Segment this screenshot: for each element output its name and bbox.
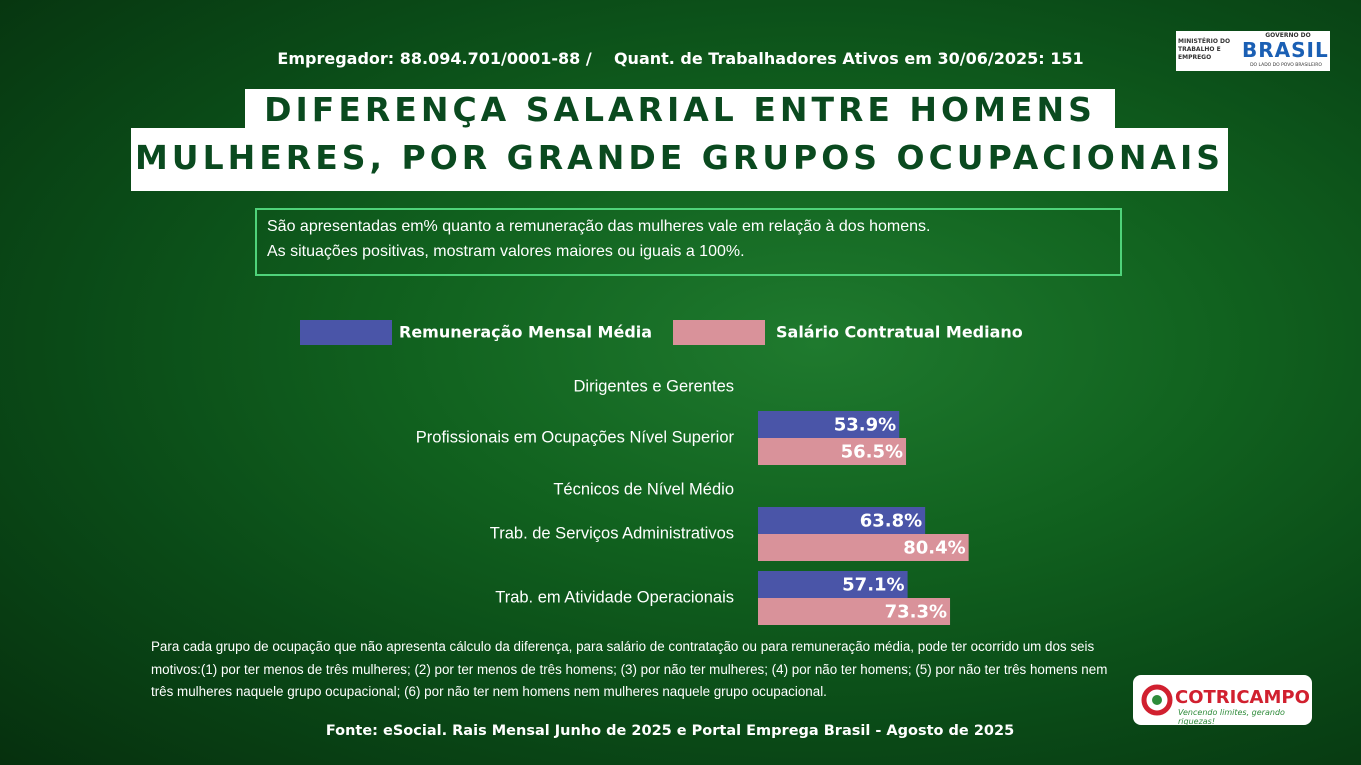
description-line: São apresentadas em% quanto a remuneraçã… [267,218,931,235]
logo-icon [1141,684,1173,716]
cotricampo-logo: COTRICAMPO Vencendo limites, gerando riq… [1133,675,1312,726]
ministry: MINISTÉRIO DO TRABALHO E EMPREGO [1178,38,1231,61]
gov-top: GOVERNO DO [1265,32,1311,39]
category-label: Técnicos de Nível Médio [553,480,734,498]
value-label: 56.5% [841,442,903,463]
description: São apresentadas em% quanto a remuneraçã… [255,208,1122,276]
description-line: As situações positivas, mostram valores … [267,243,745,260]
category-label: Trab. de Serviços Administrativos [490,524,734,542]
value-label: 57.1% [842,575,904,596]
value-label: 53.9% [834,415,896,436]
bar [758,598,951,625]
bar [758,507,926,534]
legend-swatch [673,320,765,345]
legend-swatch [300,320,392,345]
gov-brasil: BRASIL [1242,38,1329,62]
bar [758,534,969,561]
logo-name: COTRICAMPO [1175,687,1310,708]
value-label: 73.3% [885,602,947,623]
bar [758,571,908,598]
workers: Quant. de Trabalhadores Ativos em 30/06/… [613,49,1084,68]
source: Fonte: eSocial. Rais Mensal Junho de 202… [325,723,1015,739]
bar [758,411,900,438]
gov-logo: MINISTÉRIO DO TRABALHO E EMPREGO GOVERNO… [1176,31,1330,71]
title-line: MULHERES, POR GRANDE GRUPOS OCUPACIONAIS [131,128,1228,191]
value-label: 80.4% [903,538,965,559]
header: Empregador: 88.094.701/0001-88 / Quant. … [0,49,1361,68]
gov-tag: DO LADO DO POVO BRASILEIRO [1250,63,1322,68]
category-label: Dirigentes e Gerentes [574,377,735,395]
value-label: 63.8% [860,511,922,532]
category-label: Profissionais em Ocupações Nível Superio… [416,428,735,446]
legend-label: Remuneração Mensal Média [399,323,652,342]
employer: Empregador: 88.094.701/0001-88 / [277,49,592,68]
footnote: Para cada grupo de ocupação que não apre… [151,639,1108,699]
logo-tag: Vencendo limites, gerando riquezas! [1178,708,1285,726]
legend-label: Salário Contratual Mediano [776,323,1023,342]
category-label: Trab. em Atividade Operacionais [495,588,734,606]
bar [758,438,907,465]
